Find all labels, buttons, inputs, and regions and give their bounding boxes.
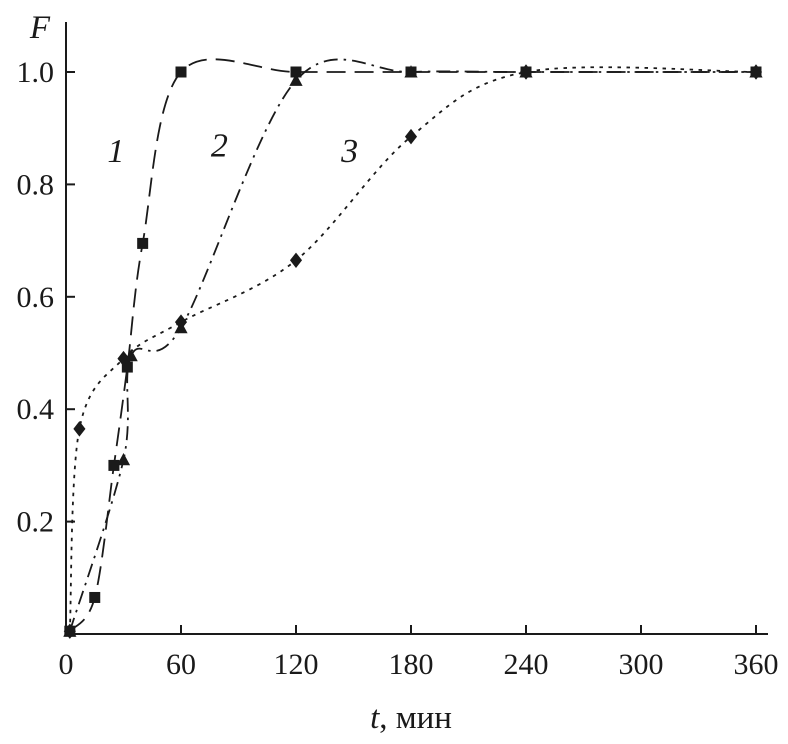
x-tick-label: 360 [734,648,779,681]
triangle-marker [289,73,303,86]
series-markers-1 [64,66,762,637]
x-tick-label: 60 [166,648,196,681]
series-line-3 [68,66,757,632]
x-axis-label: t, мин [370,700,452,736]
y-axis-label: F [29,10,51,46]
diamond-marker [749,64,763,80]
square-marker [89,591,101,603]
x-tick-label: 240 [504,648,549,681]
curve-label-2: 2 [211,127,228,164]
y-tick-label: 0.6 [17,281,55,314]
series-line-1 [69,58,756,632]
triangle-marker [404,65,418,78]
triangle-marker [116,452,131,466]
diamond-marker [519,64,533,80]
series-markers-2 [63,65,763,637]
axes [65,22,768,635]
diamond-marker [174,314,188,330]
x-tick-label: 0 [59,648,74,681]
curve-label-3: 3 [340,133,358,170]
diamond-marker [63,623,76,639]
x-tick-label: 180 [389,648,434,681]
diamond-marker [117,350,130,367]
square-marker [121,361,133,373]
y-tick-label: 0.8 [17,168,55,201]
curve-label-1: 1 [107,133,124,170]
diamond-marker [404,128,418,145]
square-marker [290,66,302,78]
square-marker [137,237,149,249]
square-marker [108,459,120,471]
x-tick-label: 120 [274,648,319,681]
square-marker [175,66,187,78]
diamond-marker [289,252,303,268]
y-tick-label: 0.4 [17,393,55,426]
diamond-marker [73,421,86,437]
y-tick-label: 1.0 [17,56,55,89]
series-markers-3 [63,64,763,639]
x-tick-label: 300 [619,648,664,681]
series-line-2 [68,58,756,632]
y-tick-label: 0.2 [17,506,55,539]
